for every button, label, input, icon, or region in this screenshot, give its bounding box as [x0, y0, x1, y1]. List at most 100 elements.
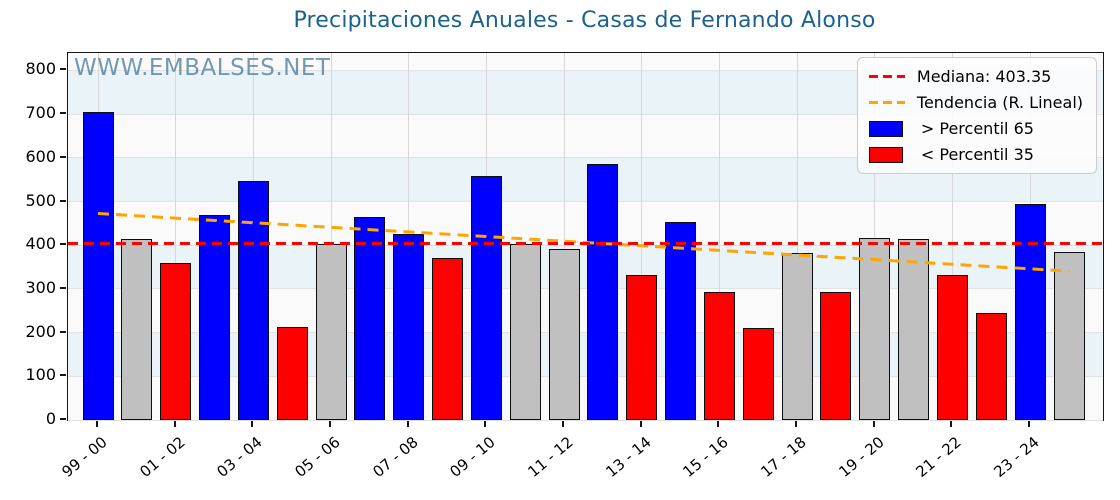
- bar-01-02: [160, 262, 192, 420]
- gridline-vertical: [563, 53, 565, 420]
- bar-15-16: [703, 292, 735, 420]
- y-tick-mark: [60, 330, 66, 333]
- y-tick-label: 100: [25, 365, 56, 385]
- gridline-horizontal: [68, 419, 1103, 421]
- x-tick-label: 19 - 20: [835, 433, 888, 481]
- gridline-vertical: [951, 53, 953, 420]
- watermark: WWW.EMBALSES.NET: [74, 55, 331, 81]
- y-tick-mark: [60, 155, 66, 158]
- x-tick-label: 07 - 08: [369, 433, 422, 481]
- bar-10-11: [509, 243, 541, 420]
- gridline-vertical: [874, 53, 876, 420]
- background-band: [68, 53, 1103, 71]
- gridline-horizontal: [68, 375, 1103, 377]
- bar-05-06: [315, 243, 347, 420]
- x-tick-label: 05 - 06: [291, 433, 344, 481]
- gridline-horizontal: [68, 332, 1103, 334]
- x-tick-mark: [173, 421, 176, 427]
- x-tick-label: 21 - 22: [912, 433, 966, 481]
- y-tick-label: 800: [25, 59, 56, 79]
- y-tick-mark: [60, 112, 66, 115]
- below-percentile-swatch: [868, 146, 903, 163]
- bar-00-01: [121, 238, 153, 420]
- x-tick-mark: [795, 421, 798, 427]
- x-tick-label: 09 - 10: [446, 433, 499, 481]
- gridline-vertical: [796, 53, 798, 420]
- legend-label-trend: Tendencia (R. Lineal): [916, 93, 1083, 112]
- gridline-vertical: [330, 53, 332, 420]
- above-percentile-swatch: [868, 120, 903, 137]
- x-tick-mark: [1028, 421, 1031, 427]
- y-tick-label: 700: [25, 103, 56, 123]
- x-tick-label: 13 - 14: [602, 433, 655, 481]
- x-tick-mark: [717, 421, 720, 427]
- y-tick-label: 500: [25, 190, 56, 210]
- x-tick-mark: [639, 421, 642, 427]
- chart-title: Precipitaciones Anuales - Casas de Ferna…: [293, 8, 876, 33]
- median-line: [68, 242, 1103, 246]
- legend-item-median: Mediana: 403.35: [868, 67, 1083, 86]
- legend-label-median: Mediana: 403.35: [916, 67, 1052, 86]
- y-tick-label: 400: [25, 234, 56, 254]
- bar-99-00: [82, 111, 114, 420]
- x-tick-mark: [872, 421, 875, 427]
- gridline-horizontal: [68, 113, 1103, 115]
- gridline-horizontal: [68, 201, 1103, 203]
- bar-13-14: [626, 275, 658, 420]
- y-tick-mark: [60, 68, 66, 71]
- bar-14-15: [665, 221, 697, 420]
- x-tick-mark: [484, 421, 487, 427]
- gridline-horizontal: [68, 288, 1103, 290]
- trend-line-swatch: [868, 101, 905, 104]
- legend-label-above: > Percentil 65: [920, 119, 1034, 138]
- legend-label-below: < Percentil 35: [920, 145, 1034, 164]
- x-tick-label: 01 - 02: [135, 433, 189, 481]
- x-tick-mark: [406, 421, 409, 427]
- gridline-vertical: [641, 53, 643, 420]
- bar-08-09: [432, 258, 464, 420]
- y-tick-mark: [60, 199, 66, 202]
- bar-11-12: [548, 248, 580, 420]
- bar-22-23: [975, 313, 1007, 420]
- x-tick-label: 23 - 24: [990, 433, 1043, 481]
- bar-21-22: [936, 274, 968, 420]
- x-tick-label: 11 - 12: [524, 433, 577, 481]
- bar-07-08: [393, 234, 425, 420]
- bar-16-17: [742, 328, 774, 420]
- legend-item-below: < Percentil 35: [868, 145, 1083, 164]
- bar-02-03: [199, 214, 231, 420]
- gridline-vertical: [718, 53, 720, 420]
- bar-23-24: [1014, 204, 1046, 420]
- bar-24-25: [1053, 251, 1085, 420]
- gridline-vertical: [175, 53, 177, 420]
- x-tick-mark: [950, 421, 953, 427]
- gridline-horizontal: [68, 69, 1103, 71]
- y-tick-mark: [60, 418, 66, 420]
- plot-area: WWW.EMBALSES.NET Mediana: 403.35 Tendenc…: [67, 52, 1104, 421]
- legend-item-trend: Tendencia (R. Lineal): [868, 93, 1083, 112]
- bar-12-13: [587, 163, 619, 420]
- x-tick-label: 03 - 04: [213, 433, 266, 481]
- x-tick-label: 99 - 00: [58, 433, 111, 481]
- x-tick-mark: [329, 421, 332, 427]
- y-tick-mark: [60, 286, 66, 289]
- x-tick-mark: [96, 421, 98, 427]
- x-tick-label: 15 - 16: [679, 433, 733, 481]
- median-line-swatch: [868, 75, 905, 78]
- bar-19-20: [859, 238, 891, 420]
- bar-17-18: [781, 253, 813, 420]
- y-tick-mark: [60, 243, 66, 246]
- y-tick-mark: [60, 374, 66, 377]
- x-tick-label: 17 - 18: [757, 433, 810, 481]
- y-tick-label: 600: [25, 146, 56, 166]
- y-tick-label: 0: [45, 409, 56, 428]
- bar-06-07: [354, 216, 386, 420]
- bar-09-10: [470, 176, 502, 420]
- x-tick-mark: [251, 421, 254, 427]
- y-tick-label: 300: [25, 277, 56, 297]
- gridline-horizontal: [68, 157, 1103, 159]
- legend-item-above: > Percentil 65: [868, 119, 1083, 138]
- bar-20-21: [898, 239, 930, 420]
- bar-18-19: [820, 292, 852, 420]
